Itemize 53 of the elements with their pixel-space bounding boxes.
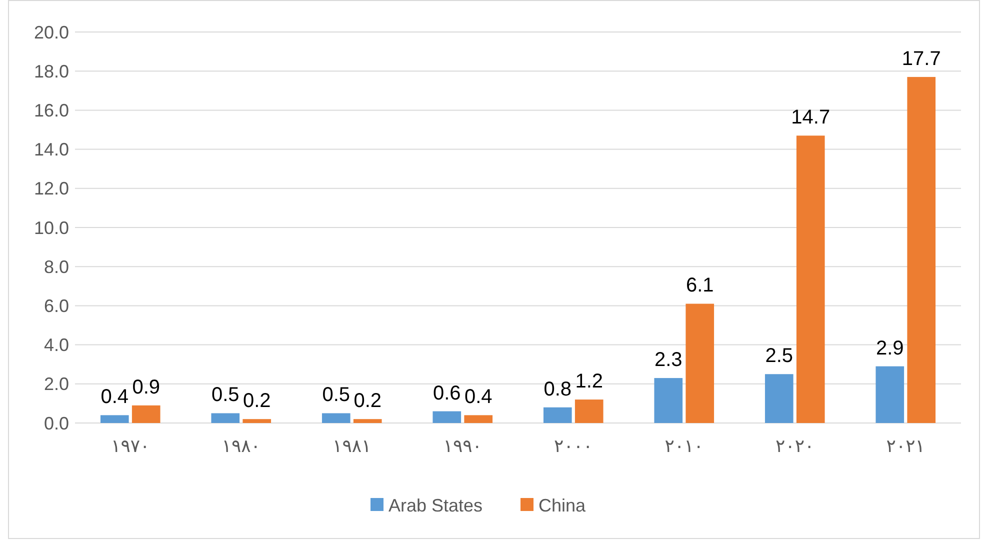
bar [432, 411, 462, 423]
bar [876, 366, 904, 423]
y-tick-label: 8.0 [44, 256, 69, 277]
bar [764, 374, 794, 423]
x-tick-label: ١٩٨١ [332, 436, 372, 456]
y-tick-label: 12.0 [34, 178, 69, 199]
x-tick-label: ٢٠١٠ [664, 436, 704, 456]
x-tick-label: ٢٠٢٠ [776, 436, 814, 456]
x-tick-label: ١٩٩٠ [443, 436, 482, 456]
data-label: 17.7 [902, 48, 941, 70]
data-label: 0.8 [544, 378, 572, 400]
data-label: 2.5 [765, 345, 794, 368]
x-tick-label: ١٩٨٠ [222, 436, 260, 456]
y-tick-label: 18.0 [34, 61, 69, 82]
y-tick-label: 2.0 [44, 374, 69, 394]
y-tick-label: 16.0 [34, 100, 69, 120]
bar [464, 415, 493, 423]
legend-label: China [538, 495, 587, 516]
x-tick-label: ١٩٧٠ [111, 436, 150, 456]
x-tick-label: ٢٠٢١ [886, 436, 925, 456]
bar [322, 413, 350, 423]
data-label: 0.4 [100, 386, 129, 408]
data-label: 0.2 [354, 390, 382, 412]
data-label: 2.9 [876, 337, 904, 360]
data-label: 0.9 [132, 376, 160, 398]
bar [100, 415, 129, 423]
x-tick-label: ٢٠٠٠ [554, 436, 593, 456]
bar [132, 405, 160, 423]
y-tick-label: 4.0 [44, 335, 69, 356]
bar [543, 407, 572, 423]
bar [353, 419, 382, 423]
y-tick-label: 0.0 [44, 413, 69, 434]
data-label: 6.1 [686, 274, 714, 297]
bar [574, 400, 604, 423]
bar [211, 413, 240, 423]
legend-label: Arab States [388, 495, 483, 516]
y-tick-label: 6.0 [44, 296, 69, 316]
y-tick-label: 14.0 [34, 140, 69, 160]
bar [686, 304, 714, 423]
data-label: 1.2 [575, 370, 604, 393]
data-label: 0.5 [211, 384, 240, 406]
bar [796, 136, 825, 423]
data-label: 2.3 [654, 349, 682, 372]
data-label: 14.7 [791, 106, 830, 129]
data-label: 0.2 [242, 390, 271, 412]
bar [654, 378, 683, 423]
data-label: 0.5 [322, 384, 350, 406]
data-label: 0.6 [432, 382, 461, 404]
data-label: 0.4 [464, 386, 492, 408]
y-tick-label: 20.0 [34, 22, 69, 42]
y-tick-label: 10.0 [34, 218, 69, 238]
bar [907, 76, 936, 423]
bar [242, 419, 272, 423]
